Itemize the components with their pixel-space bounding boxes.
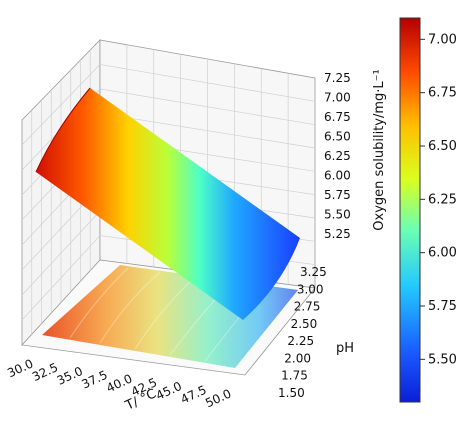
x-tick-label: 40.0 xyxy=(104,371,134,395)
grid-line xyxy=(21,235,101,321)
z-tick-label: 6.00 xyxy=(324,169,351,183)
z-tick-label: 6.75 xyxy=(324,110,351,124)
z-tick-label: 7.25 xyxy=(324,71,351,85)
colorbar: 5.50 5.75 6.00 6.25 6.50 6.75 7.00 xyxy=(399,17,457,403)
y-axis-label: pH xyxy=(336,341,354,356)
z-tick-label: 5.50 xyxy=(324,208,351,222)
y-tick-label: 2.00 xyxy=(284,351,311,365)
y-tick-label: 2.50 xyxy=(291,317,318,331)
z-axis: 5.25 5.50 5.75 6.00 6.25 6.50 6.75 7.00 7.25 xyxy=(324,71,351,241)
y-tick-label: 2.75 xyxy=(294,300,321,314)
colorbar-tick-label: 7.00 xyxy=(428,32,457,47)
z-tick-label: 6.25 xyxy=(324,149,351,163)
grid-line xyxy=(99,88,316,126)
z-tick-label: 6.50 xyxy=(324,130,351,144)
y-tick-label: 3.25 xyxy=(300,265,327,279)
z-tick-label: 5.25 xyxy=(324,227,351,241)
grid-line xyxy=(99,64,316,102)
colorbar-tick-label: 5.75 xyxy=(428,299,457,314)
surface xyxy=(35,87,300,320)
x-tick-label: 35.0 xyxy=(55,364,85,388)
colorbar-tick-label: 6.75 xyxy=(428,86,457,101)
x-tick-label: 30.0 xyxy=(5,356,35,380)
grid-line xyxy=(99,112,316,149)
colorbar-tick-label: 5.50 xyxy=(428,352,457,367)
colorbar-gradient xyxy=(399,17,421,403)
z-axis-label: Oxygen solubility/mg·L⁻¹ xyxy=(372,69,387,230)
x-tick-label: 32.5 xyxy=(30,360,60,384)
x-tick-label: 37.5 xyxy=(79,368,109,392)
colorbar-tick-label: 6.25 xyxy=(428,192,457,207)
colorbar-tick-label: 6.00 xyxy=(428,246,457,261)
grid-line xyxy=(21,64,101,146)
z-tick-label: 5.75 xyxy=(324,188,351,202)
z-tick-label: 7.00 xyxy=(324,91,351,105)
y-axis: 1.50 1.75 2.00 2.25 2.50 2.75 3.00 3.25 xyxy=(278,265,327,400)
y-tick-label: 1.50 xyxy=(278,386,305,400)
x-tick-label: 47.5 xyxy=(178,383,208,407)
y-tick-label: 2.25 xyxy=(287,334,314,348)
grid-line xyxy=(21,210,101,296)
y-tick-label: 3.00 xyxy=(297,282,324,296)
y-tick-label: 1.75 xyxy=(281,369,308,383)
colorbar-tick-label: 6.50 xyxy=(428,139,457,154)
x-tick-label: 50.0 xyxy=(203,386,233,410)
